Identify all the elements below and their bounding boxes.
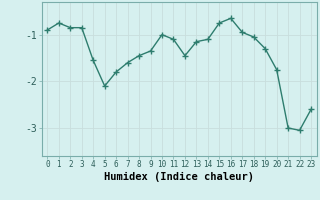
X-axis label: Humidex (Indice chaleur): Humidex (Indice chaleur) (104, 172, 254, 182)
